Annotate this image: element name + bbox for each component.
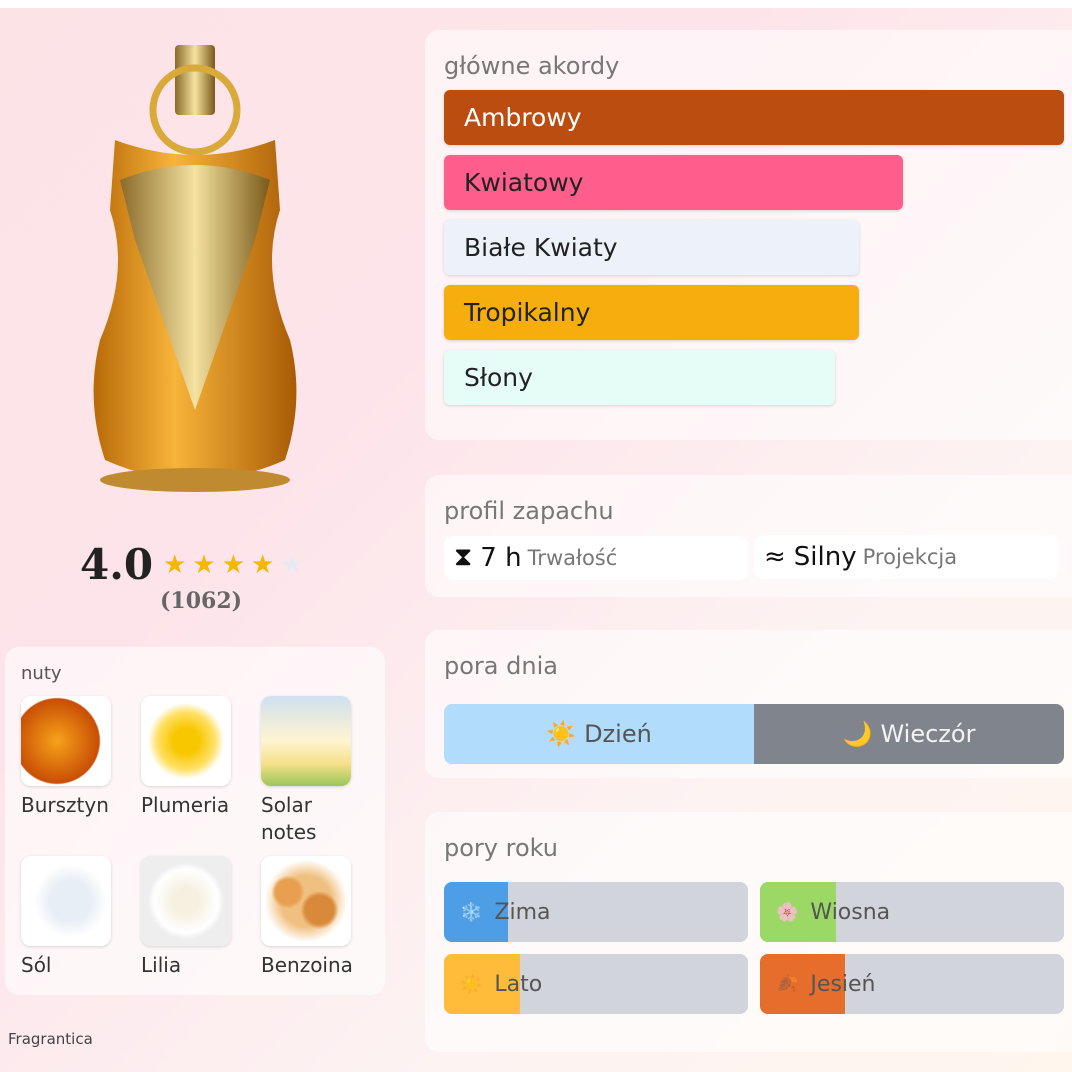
accord-label: Słony: [464, 363, 533, 392]
seasons-card: pory roku ❄️ Zima 🌸 Wiosna ☀️ Lato 🍂 Jesień: [425, 812, 1072, 1052]
accord-label: Kwiatowy: [464, 168, 584, 197]
daytime-bar: ☀️ Dzień 🌙 Wieczór: [444, 704, 1064, 764]
amber-image: [21, 696, 111, 786]
fragrantica-credit-image[interactable]: Fragrantica: [8, 1030, 93, 1048]
rating: 4.0 ★ ★ ★ ★ ★: [80, 540, 310, 589]
accord-label: Tropikalny: [464, 298, 591, 327]
star-icon: ★: [163, 549, 187, 580]
daytime-card: pora dnia ☀️ Dzień 🌙 Wieczór: [425, 630, 1072, 778]
longevity-value: 7 h: [480, 542, 522, 573]
note-item[interactable]: Lilia: [141, 856, 261, 979]
plumeria-image: [141, 696, 231, 786]
accord-bar: Słony: [444, 350, 835, 405]
night-segment: 🌙 Wieczór: [754, 704, 1064, 764]
accords-card: główne akordy Ambrowy Kwiatowy Białe Kwiat…: [425, 30, 1072, 440]
accords-title: główne akordy: [444, 52, 620, 80]
longevity-pill: ⧗ 7 h Trwałość: [444, 535, 749, 580]
notes-panel: nuty Bursztyn Plumeria Solar notes Sól Lilia…: [5, 647, 385, 995]
rating-score: 4.0: [80, 540, 154, 589]
note-item[interactable]: Sól: [21, 856, 141, 979]
night-label: Wieczór: [880, 720, 976, 748]
profile-card: profil zapachu ⧗ 7 h Trwałość ≈ Silny Projekc…: [425, 475, 1072, 597]
sun-icon: ☀️: [546, 720, 577, 748]
waves-icon: ≈: [764, 542, 786, 572]
season-bar: ☀️ Lato: [444, 954, 748, 1014]
day-segment: ☀️ Dzień: [444, 704, 754, 764]
note-item[interactable]: Solar notes: [261, 696, 381, 846]
solar-image: [261, 696, 351, 786]
season-bar: ❄️ Zima: [444, 882, 748, 942]
star-icon: ★: [221, 549, 246, 580]
season-label: Lato: [494, 971, 543, 997]
rating-count: (1062): [160, 588, 243, 614]
season-label: Zima: [494, 899, 551, 925]
season-icon: 🍂: [776, 973, 799, 995]
note-label: Sól: [21, 953, 52, 977]
perfume-bottle-image: [93, 45, 297, 492]
season-bar: 🍂 Jesień: [760, 954, 1064, 1014]
note-label: Solar notes: [261, 793, 317, 844]
accord-bar: Kwiatowy: [444, 155, 903, 210]
note-label: Plumeria: [141, 793, 230, 817]
top-bar: [0, 0, 1072, 8]
accord-bar: Ambrowy: [444, 90, 1064, 145]
daytime-title: pora dnia: [444, 652, 558, 680]
season-icon: ❄️: [460, 901, 483, 923]
season-icon: 🌸: [776, 901, 799, 923]
accord-bar: Białe Kwiaty: [444, 220, 860, 275]
note-item[interactable]: Bursztyn: [21, 696, 141, 846]
season-label: Jesień: [810, 971, 876, 997]
note-label: Lilia: [141, 953, 182, 977]
note-item[interactable]: Plumeria: [141, 696, 261, 846]
profile-title: profil zapachu: [444, 497, 614, 525]
season-icon: ☀️: [460, 973, 483, 995]
sillage-value: Silny: [793, 542, 857, 572]
note-label: Bursztyn: [21, 793, 109, 817]
sillage-pill: ≈ Silny Projekcja: [754, 535, 1059, 579]
accord-bar: Tropikalny: [444, 285, 860, 340]
season-fill: [444, 954, 520, 1014]
note-item[interactable]: Benzoina: [261, 856, 381, 979]
moon-icon: 🌙: [842, 720, 873, 748]
star-icon: ★: [280, 549, 304, 580]
season-fill: [760, 882, 836, 942]
star-icon: ★: [251, 549, 275, 580]
hourglass-icon: ⧗: [454, 542, 473, 572]
season-bar: 🌸 Wiosna: [760, 882, 1064, 942]
salt-image: [21, 856, 111, 946]
benzoin-image: [261, 856, 351, 946]
lily-image: [141, 856, 231, 946]
accord-label: Ambrowy: [464, 103, 582, 132]
season-fill: [444, 882, 508, 942]
star-icon: ★: [192, 549, 216, 580]
note-label: Benzoina: [261, 953, 353, 977]
seasons-title: pory roku: [444, 834, 559, 862]
rating-stars: ★ ★ ★ ★ ★: [163, 550, 310, 580]
accord-label: Białe Kwiaty: [464, 233, 618, 262]
season-label: Wiosna: [810, 899, 891, 925]
sillage-label: Projekcja: [862, 545, 958, 569]
notes-title: nuty: [21, 663, 62, 684]
day-label: Dzień: [584, 720, 652, 748]
longevity-label: Trwałość: [527, 545, 618, 570]
season-fill: [760, 954, 846, 1014]
